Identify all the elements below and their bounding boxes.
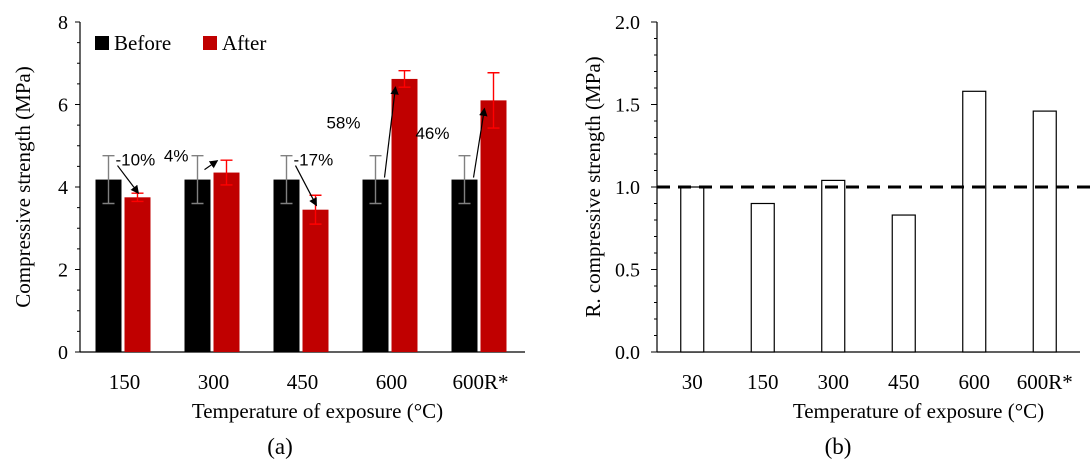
change-annotation: 4% [164,147,189,166]
error-bar-before [191,154,204,205]
error-bar-before [369,154,382,205]
error-bar-after [398,69,411,88]
bar-relative-strength [750,202,775,353]
y-tick-label: 2.0 [615,12,640,34]
legend-label-before: Before [114,31,171,55]
y-tick-label: 1.0 [615,177,640,199]
bar-relative-strength [962,90,987,353]
y-tick-label: 4 [58,177,68,199]
x-tick-label: 600R* [452,370,508,394]
bar-after [124,197,151,352]
bar-after [391,78,418,353]
bar-before [362,179,389,352]
change-annotation: 58% [326,113,360,132]
bar-relative-strength [821,179,846,353]
change-arrow [294,165,318,207]
legend-label-after: After [222,31,266,55]
error-bar-after [487,72,500,129]
panel-a-compressive-strength-chart: 0 2 4 6 8 150 300 450 600 600R* -10% 4% -17% 58% 46% Be… [11,12,525,459]
bar-after [302,209,329,352]
y-tick-label: 8 [58,12,68,34]
change-arrow [472,107,488,178]
y-tick-label: 2 [58,260,68,282]
bar-after [213,172,240,352]
y-tick-label: 0 [58,342,68,364]
bar-relative-strength [891,214,916,353]
y-axis-title: Compressive strength (MPa) [11,66,35,307]
x-tick-label: 600 [959,370,991,394]
bar-before [451,179,478,352]
y-tick-label: 0.0 [615,342,640,364]
bar-relative-strength [1032,110,1057,353]
x-axis-title: Temperature of exposure (°C) [192,399,443,423]
error-bar-before [280,154,293,205]
change-arrow [117,165,140,194]
bar-before [273,179,300,352]
legend-swatch-after [203,36,217,50]
panel-label-b: (b) [825,434,852,459]
y-tick-label: 0.5 [615,260,640,282]
change-annotation: -10% [116,151,156,170]
x-tick-label: 30 [682,370,703,394]
panel-label-a: (a) [267,434,293,459]
x-tick-label: 600R* [1017,370,1073,394]
error-bar-before [102,154,115,205]
x-tick-label: 450 [888,370,920,394]
bar-before [184,179,211,352]
change-arrow [383,86,399,178]
x-tick-label: 600 [376,370,408,394]
y-axis-title: R. compressive strength (MPa) [581,56,605,317]
bar-after [480,100,507,352]
change-annotation: 46% [415,124,449,143]
x-tick-label: 450 [287,370,319,394]
y-tick-label: 1.5 [615,95,640,117]
bar-before [95,179,122,352]
change-annotation: -17% [294,151,334,170]
error-bar-after [220,159,233,186]
change-arrow [204,160,219,171]
error-bar-before [458,154,471,205]
x-tick-label: 300 [198,370,230,394]
legend-swatch-before [95,36,109,50]
bar-relative-strength [680,186,705,353]
x-tick-label: 150 [109,370,141,394]
x-tick-label: 150 [747,370,779,394]
x-tick-label: 300 [818,370,850,394]
panel-b-relative-strength-chart: 0.0 0.5 1.0 1.5 2.0 30 150 300 450 600 600R* Temper… [581,12,1090,459]
x-axis-title: Temperature of exposure (°C) [793,399,1044,423]
y-tick-label: 6 [58,95,68,117]
